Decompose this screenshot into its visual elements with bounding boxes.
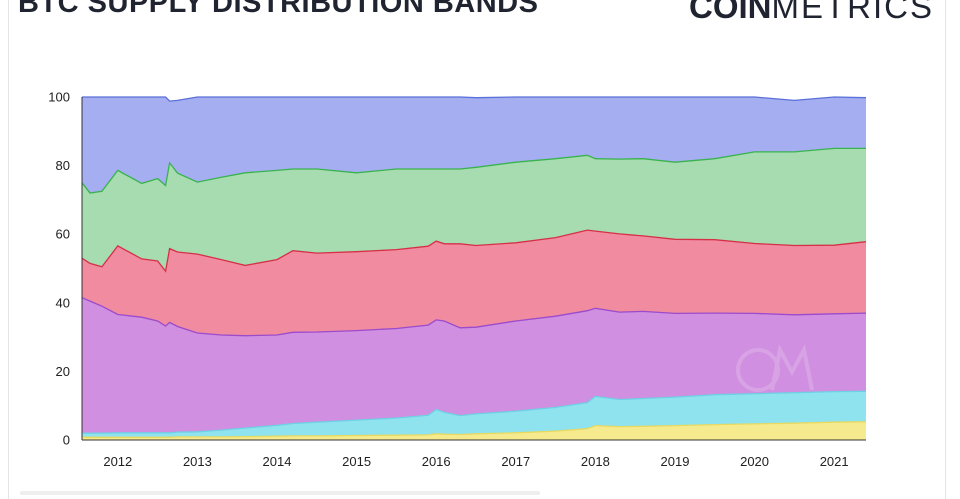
area-band-3 — [82, 297, 866, 434]
logo-bold-text: COIN — [689, 0, 772, 25]
footnote-bar — [20, 491, 540, 495]
y-tick-label: 0 — [63, 433, 70, 448]
band-boundary-line-6 — [82, 96, 867, 102]
band-boundary-line-3 — [81, 297, 867, 337]
area-band-4 — [82, 230, 866, 336]
x-tick-label: 2018 — [581, 454, 610, 469]
x-tick-label: 2021 — [820, 454, 849, 469]
series-lines — [81, 96, 867, 438]
x-tick-label: 2014 — [263, 454, 292, 469]
y-tick-label: 80 — [56, 158, 70, 173]
x-tick-label: 2012 — [103, 454, 132, 469]
chart-frame — [8, 0, 946, 499]
x-tick-label: 2016 — [422, 454, 451, 469]
series-areas — [82, 97, 866, 440]
area-band-5 — [82, 148, 866, 272]
logo-light-text: METRICS — [771, 0, 934, 25]
x-tick-label: 2019 — [661, 454, 690, 469]
x-tick-label: 2017 — [501, 454, 530, 469]
y-tick-label: 20 — [56, 364, 70, 379]
y-tick-label: 60 — [56, 227, 70, 242]
y-tick-labels: 0 20 40 60 80 100 — [48, 90, 70, 448]
x-tick-label: 2015 — [342, 454, 371, 469]
x-tick-labels: 2012 2013 2014 2015 2016 2017 2018 2019 2020 2021 — [103, 454, 848, 469]
x-tick-label: 2020 — [740, 454, 769, 469]
coinmetrics-logo: COINMETRICS — [689, 0, 934, 26]
band-boundary-line-2 — [82, 390, 867, 434]
cm-watermark-icon — [736, 344, 814, 392]
area-band-6 — [82, 97, 866, 193]
band-boundary-line-1 — [82, 421, 867, 438]
band-boundary-line-4 — [81, 229, 867, 273]
y-tick-label: 40 — [56, 295, 70, 310]
chart-title: BTC SUPPLY DISTRIBUTION BANDS — [18, 0, 539, 19]
band-boundary-line-5 — [81, 147, 866, 194]
y-tick-label: 100 — [48, 90, 70, 105]
x-tick-label: 2013 — [183, 454, 212, 469]
